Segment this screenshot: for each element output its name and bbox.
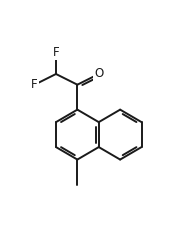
Text: F: F xyxy=(31,78,38,91)
Text: F: F xyxy=(53,46,59,59)
Text: O: O xyxy=(94,68,103,80)
